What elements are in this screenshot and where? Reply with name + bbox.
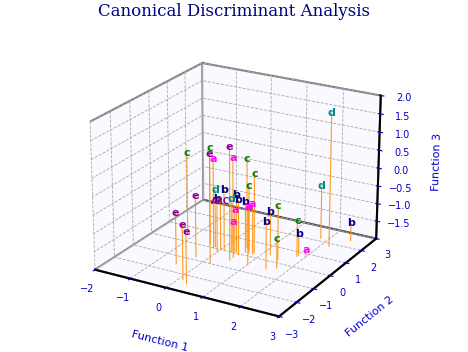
X-axis label: Function 1: Function 1 <box>131 329 190 352</box>
Title: Canonical Discriminant Analysis: Canonical Discriminant Analysis <box>98 3 370 20</box>
Y-axis label: Function 2: Function 2 <box>344 294 395 338</box>
